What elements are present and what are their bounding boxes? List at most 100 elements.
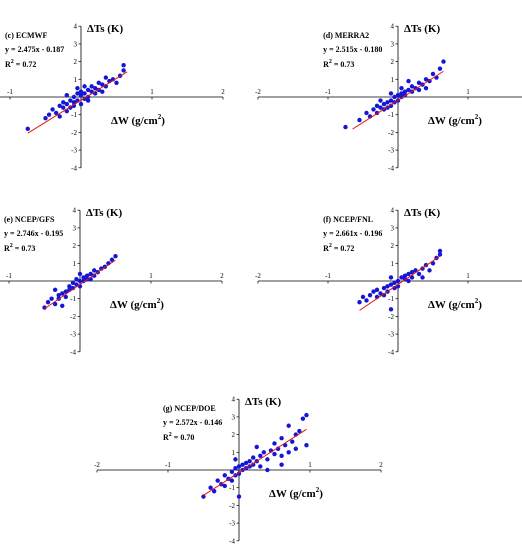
data-point: [75, 85, 80, 91]
data-point: [360, 294, 366, 300]
data-point: [63, 294, 68, 300]
data-point: [53, 110, 59, 116]
data-point: [64, 93, 70, 98]
panel-label: (c) ECMWF: [5, 31, 48, 40]
data-point: [121, 62, 126, 68]
data-point: [392, 280, 397, 285]
y-tick-label: 4: [391, 23, 395, 31]
data-point: [222, 483, 227, 489]
data-point: [85, 94, 91, 100]
data-point: [378, 98, 383, 103]
data-point: [222, 473, 227, 478]
data-point: [423, 85, 429, 91]
data-point: [385, 100, 390, 105]
y-tick-label: 4: [74, 23, 78, 31]
data-point: [374, 103, 380, 109]
x-tick-label: -2: [255, 88, 261, 96]
data-point: [416, 271, 422, 277]
y-tick-label: 2: [391, 242, 395, 250]
data-point: [402, 89, 408, 94]
y-tick-label: -2: [229, 502, 235, 510]
data-point: [74, 277, 79, 282]
y-axis-label: ΔTs (K): [404, 23, 440, 35]
data-point: [52, 287, 58, 293]
data-point: [381, 101, 387, 107]
panel-label: (e) NCEP/GFS: [4, 215, 55, 224]
x-tick-label: -1: [7, 88, 13, 96]
data-point: [78, 93, 84, 98]
y-tick-label: 2: [232, 431, 236, 439]
data-point: [70, 285, 76, 291]
data-point: [233, 457, 238, 462]
data-point: [88, 271, 93, 277]
x-axis-label-end: ): [161, 115, 165, 127]
fit-line: [352, 70, 444, 130]
data-point: [71, 103, 77, 109]
regression-equation: y = 2.515x - 0.180: [323, 45, 382, 54]
data-point: [258, 464, 263, 469]
y-tick-label: -1: [71, 111, 77, 119]
x-tick-label: 1: [308, 461, 312, 469]
data-point: [388, 91, 394, 96]
r-squared-value: = 0.73: [13, 244, 36, 253]
data-point: [437, 248, 443, 254]
data-point: [279, 462, 284, 467]
x-axis-label-end: ): [319, 488, 323, 500]
data-point: [103, 75, 109, 80]
data-point: [81, 278, 86, 284]
data-point: [423, 77, 429, 82]
y-tick-label: -2: [388, 313, 394, 321]
data-point: [64, 101, 70, 107]
x-tick-label: 1: [466, 272, 470, 280]
data-point: [395, 278, 401, 284]
data-point: [261, 450, 267, 455]
data-point: [357, 117, 362, 123]
x-axis-label-sup: 2: [157, 297, 161, 305]
data-point: [374, 287, 380, 293]
x-axis-label-main: ΔW (g/cm: [428, 299, 475, 311]
y-tick-label: -4: [388, 164, 394, 172]
data-point: [25, 126, 30, 132]
data-point: [378, 291, 383, 296]
x-axis-label-main: ΔW (g/cm: [269, 488, 316, 500]
data-point: [416, 87, 422, 93]
data-point: [409, 84, 415, 89]
data-point: [300, 416, 306, 421]
y-axis-label: ΔTs (K): [404, 207, 440, 219]
data-point: [229, 478, 235, 483]
y-tick-label: 1: [232, 449, 236, 457]
data-point: [201, 494, 206, 499]
y-tick-label: 2: [391, 58, 395, 66]
r-squared: R2 = 0.70: [163, 432, 194, 442]
data-point: [265, 467, 270, 473]
data-point: [402, 273, 408, 278]
data-point: [229, 469, 235, 474]
x-axis-label: ΔW (g/cm2): [110, 297, 164, 311]
data-point: [399, 91, 404, 96]
y-tick-label: 3: [73, 224, 77, 232]
x-tick-label: 1: [150, 88, 154, 96]
data-point: [343, 124, 348, 130]
data-point: [286, 450, 291, 455]
r-squared-prefix: R: [5, 60, 11, 69]
x-axis-label-end: ): [478, 299, 482, 311]
data-point: [272, 441, 277, 446]
y-tick-label: -3: [388, 147, 394, 155]
data-point: [430, 71, 436, 77]
data-point: [93, 85, 98, 91]
data-point: [78, 101, 84, 107]
data-point: [243, 460, 249, 466]
panel-label: (g) NCEP/DOE: [163, 404, 216, 413]
y-axis-label: ΔTs (K): [245, 396, 281, 408]
x-axis-label-main: ΔW (g/cm: [428, 115, 475, 127]
regression-equation: y = 2.572x - 0.146: [163, 418, 222, 427]
data-point: [42, 305, 47, 310]
data-point: [279, 435, 284, 441]
y-axis-label: ΔTs (K): [87, 23, 123, 35]
y-tick-label: 1: [74, 76, 78, 84]
fit-line: [44, 259, 116, 310]
x-axis-label-sup: 2: [158, 113, 162, 121]
data-point: [77, 278, 83, 284]
